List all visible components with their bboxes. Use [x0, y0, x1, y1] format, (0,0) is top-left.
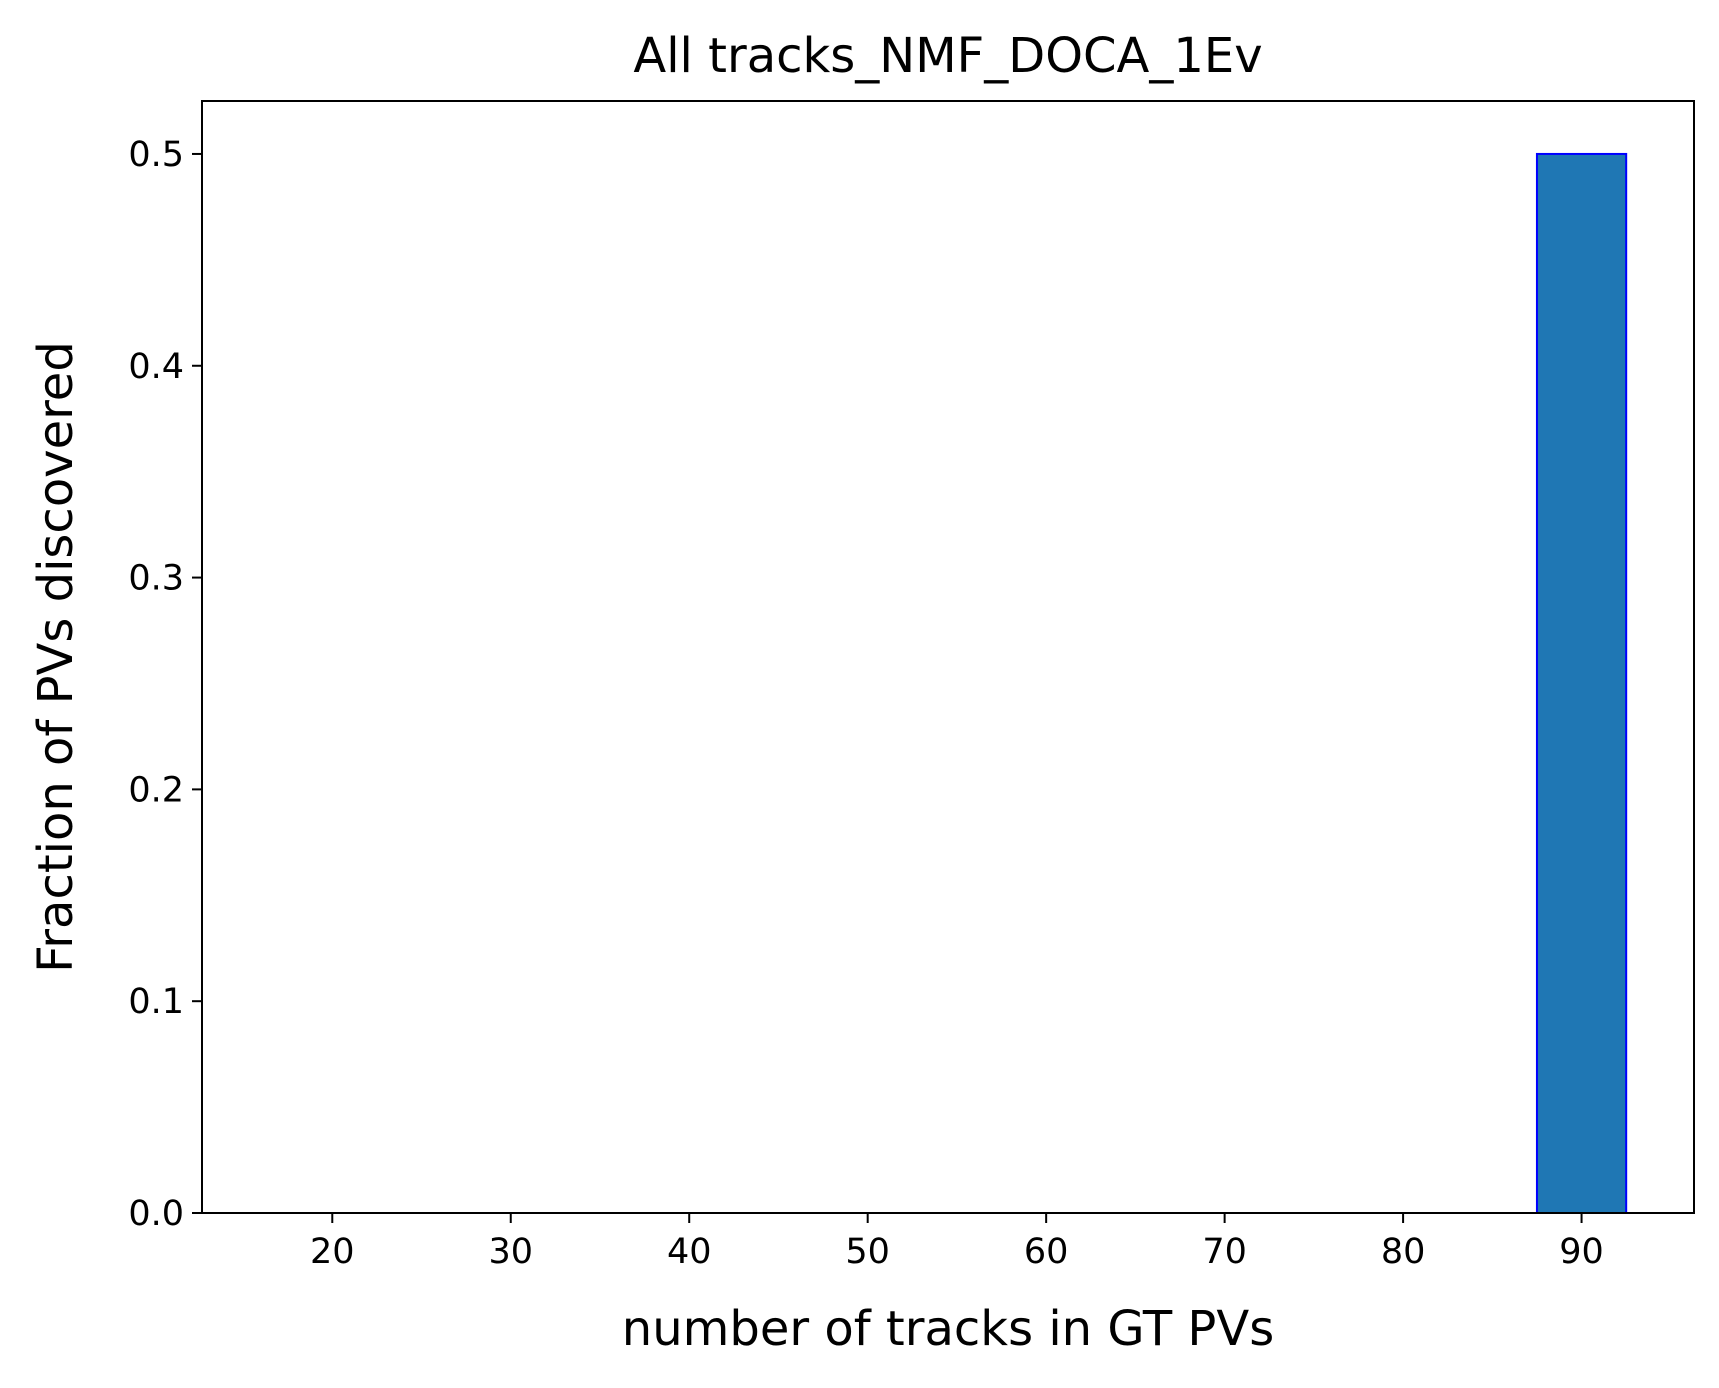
bar-1: [1537, 154, 1626, 1213]
x-tick-label-2: 40: [667, 1232, 712, 1272]
bars-layer: [270, 154, 1626, 1213]
x-tick-label-4: 60: [1024, 1232, 1069, 1272]
x-tick-label-3: 50: [845, 1232, 890, 1272]
y-tick-label-5: 0.5: [128, 135, 184, 175]
x-tick-label-1: 30: [488, 1232, 533, 1272]
y-tick-label-0: 0.0: [128, 1194, 184, 1234]
y-tick-label-1: 0.1: [128, 982, 184, 1022]
x-tick-label-5: 70: [1202, 1232, 1247, 1272]
y-axis-label: Fraction of PVs discovered: [28, 341, 84, 973]
y-axis-ticks: 0.0 0.1 0.2 0.3 0.4 0.5: [128, 135, 202, 1234]
x-tick-label-6: 80: [1381, 1232, 1426, 1272]
x-axis-ticks: 20 30 40 50 60 70 80 90: [310, 1213, 1604, 1272]
x-tick-label-0: 20: [310, 1232, 355, 1272]
y-tick-label-2: 0.2: [128, 770, 184, 810]
chart-title: All tracks_NMF_DOCA_1Ev: [633, 28, 1262, 84]
plot-frame: [202, 101, 1694, 1213]
x-tick-label-7: 90: [1559, 1232, 1604, 1272]
x-axis-label: number of tracks in GT PVs: [622, 1301, 1274, 1357]
y-tick-label-4: 0.4: [128, 347, 184, 387]
y-tick-label-3: 0.3: [128, 559, 184, 599]
